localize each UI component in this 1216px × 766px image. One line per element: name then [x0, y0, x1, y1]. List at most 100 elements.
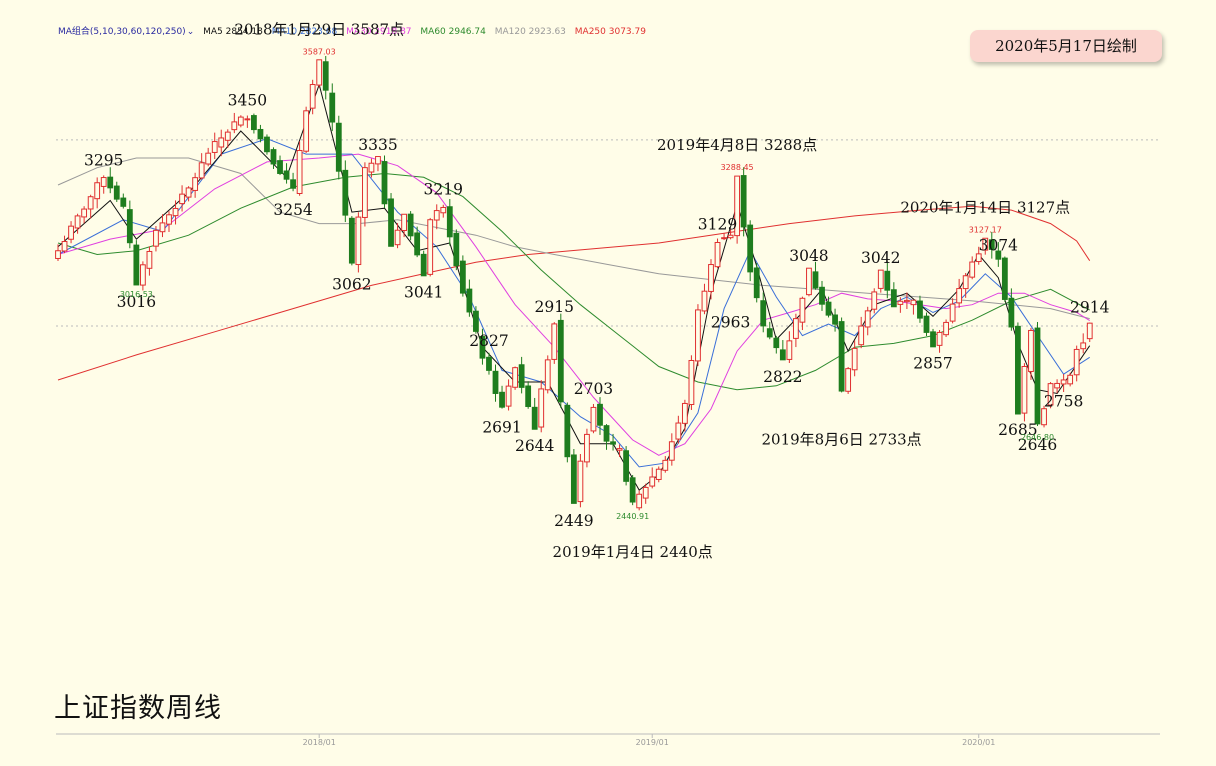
- candle-down: [988, 239, 995, 250]
- candle-down: [819, 286, 825, 305]
- ma-legend[interactable]: MA组合(5,10,30,60,120,250)⌄ MA5 2854.18 MA…: [58, 24, 652, 37]
- candle-up: [1028, 329, 1034, 372]
- candle-down: [812, 271, 819, 289]
- candle-up: [205, 152, 212, 165]
- candle-down: [264, 136, 270, 153]
- candle-down: [773, 337, 780, 349]
- candle-up: [649, 476, 656, 487]
- candle-up: [427, 219, 434, 275]
- candle-up: [969, 261, 976, 278]
- candle-up: [1086, 322, 1093, 340]
- candle-down: [930, 331, 936, 348]
- candle-down: [610, 441, 616, 445]
- candle-up: [714, 241, 721, 268]
- candle-up: [975, 253, 982, 263]
- candle-up: [296, 149, 303, 195]
- ma-line-ma10: [57, 138, 1090, 468]
- ma-legend-label[interactable]: MA组合(5,10,30,60,120,250): [58, 27, 186, 37]
- price-label: 2822: [763, 368, 802, 386]
- candle-down: [838, 321, 845, 392]
- candle-up: [368, 162, 375, 173]
- candle-up: [74, 215, 81, 229]
- extreme-date-annotation: 2019年1月4日 2440点: [553, 543, 713, 561]
- candle-up: [904, 299, 910, 303]
- candle-up: [224, 131, 231, 141]
- candle-up: [701, 290, 708, 312]
- candle-up: [577, 460, 584, 503]
- candle-down: [466, 288, 473, 313]
- candle-up: [864, 310, 871, 328]
- candle-down: [107, 176, 114, 189]
- price-label: 2857: [913, 355, 952, 373]
- candle-down: [257, 128, 264, 140]
- candle-up: [100, 177, 107, 187]
- candle-down: [557, 319, 564, 403]
- price-label: 2827: [469, 332, 508, 350]
- candle-up: [871, 291, 878, 310]
- candle-up: [538, 388, 545, 428]
- candle-down: [453, 232, 460, 267]
- candle-down: [120, 197, 127, 207]
- candle-up: [81, 208, 88, 218]
- candle-up: [68, 225, 74, 240]
- price-label: 3219: [424, 181, 463, 199]
- price-label: 2703: [574, 380, 613, 398]
- candle-up: [845, 368, 852, 392]
- chevron-down-icon[interactable]: ⌄: [186, 27, 195, 37]
- price-label: 2963: [711, 314, 750, 332]
- candle-up: [590, 406, 597, 432]
- legend-ma250: MA250 3073.79: [574, 27, 646, 37]
- candle-up: [218, 137, 225, 148]
- candle-up: [231, 121, 238, 131]
- legend-ma10: MA10 2823.68: [271, 27, 338, 37]
- candle-up: [244, 118, 251, 121]
- candle-down: [564, 404, 571, 458]
- candle-up: [153, 229, 159, 247]
- candle-down: [740, 175, 747, 228]
- x-tick-label: 2020/01: [962, 738, 995, 747]
- candle-down: [335, 122, 342, 172]
- candle-up: [662, 459, 669, 471]
- candle-down: [597, 403, 603, 426]
- price-label: 2646: [1018, 436, 1057, 454]
- candle-up: [355, 216, 362, 266]
- candle-up: [198, 162, 205, 179]
- ma-line-ma250: [57, 205, 1091, 381]
- ma-line-ma120: [57, 157, 1090, 320]
- candle-up: [362, 167, 368, 218]
- extreme-value-label: 3127.17: [969, 225, 1002, 234]
- candle-down: [753, 267, 760, 299]
- candle-up: [851, 347, 858, 371]
- candle-up: [87, 196, 94, 210]
- candle-down: [917, 300, 923, 319]
- candle-down: [779, 349, 786, 361]
- price-label: 2915: [535, 298, 574, 316]
- candle-up: [799, 297, 806, 323]
- price-label: 2685: [998, 421, 1037, 439]
- candle-up: [179, 193, 185, 205]
- extreme-value-label: 2646.80: [1021, 433, 1054, 442]
- candle-up: [642, 486, 649, 499]
- candle-down: [923, 315, 930, 333]
- candle-down: [283, 170, 290, 180]
- price-label: 3062: [332, 275, 371, 293]
- legend-ma5: MA5 2854.18: [203, 27, 263, 37]
- price-label: 3041: [404, 283, 443, 301]
- candle-down: [832, 314, 838, 325]
- candle-down: [251, 115, 257, 131]
- candle-up: [512, 367, 519, 388]
- candle-up: [433, 210, 440, 221]
- candle-down: [623, 450, 630, 482]
- candle-up: [675, 422, 682, 440]
- candle-down: [825, 301, 832, 316]
- legend-ma60: MA60 2946.74: [420, 27, 486, 37]
- candle-down: [486, 356, 492, 371]
- extreme-date-annotation: 2019年8月6日 2733点: [761, 430, 921, 448]
- ma-line-ma60: [57, 172, 1090, 391]
- candle-up: [375, 156, 381, 165]
- candle-up: [668, 441, 675, 461]
- candle-up: [401, 213, 407, 231]
- candle-up: [858, 325, 865, 346]
- candle-up: [655, 468, 662, 480]
